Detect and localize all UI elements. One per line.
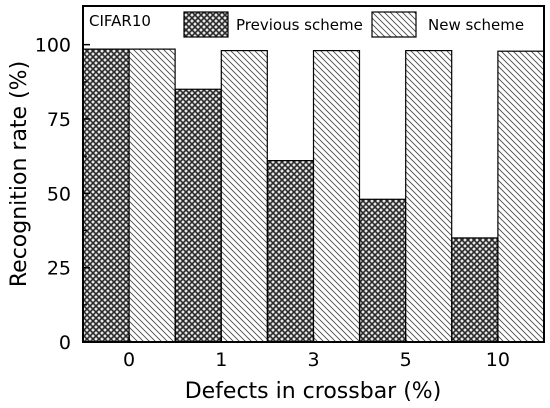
y-tick-label-50: 50 xyxy=(47,183,71,205)
bar-previous-scheme-5 xyxy=(359,198,407,343)
legend-label-new-scheme: New scheme xyxy=(428,16,524,34)
x-tick-label-1: 1 xyxy=(215,349,227,371)
bar-previous-scheme-1 xyxy=(174,88,222,343)
bar-new-scheme-5 xyxy=(405,50,453,343)
bars-layer xyxy=(82,48,545,343)
legend-swatch-previous-scheme xyxy=(183,11,229,38)
y-axis-title: Recognition rate (%) xyxy=(7,61,32,287)
legend: Previous scheme New scheme xyxy=(183,11,524,38)
bar-previous-scheme-0 xyxy=(82,48,130,343)
bar-new-scheme-10 xyxy=(497,50,545,343)
legend-swatch-new-scheme xyxy=(371,11,417,38)
y-tick-label-100: 100 xyxy=(35,35,71,57)
dataset-label: CIFAR10 xyxy=(89,12,151,30)
x-axis-title: Defects in crossbar (%) xyxy=(185,379,442,404)
bar-previous-scheme-10 xyxy=(451,237,499,343)
bar-previous-scheme-3 xyxy=(266,160,315,343)
bar-new-scheme-3 xyxy=(312,50,361,343)
x-tick-label-3: 3 xyxy=(307,349,319,371)
x-tick-label-0: 0 xyxy=(123,349,135,371)
y-tick-label-25: 25 xyxy=(47,258,71,280)
y-tick-label-75: 75 xyxy=(47,109,71,131)
bar-new-scheme-0 xyxy=(128,48,176,343)
x-tick-label-5: 5 xyxy=(400,349,412,371)
legend-label-previous-scheme: Previous scheme xyxy=(236,16,363,34)
y-tick-label-0: 0 xyxy=(59,332,71,354)
bar-new-scheme-1 xyxy=(220,50,268,343)
x-tick-label-10: 10 xyxy=(486,349,510,371)
